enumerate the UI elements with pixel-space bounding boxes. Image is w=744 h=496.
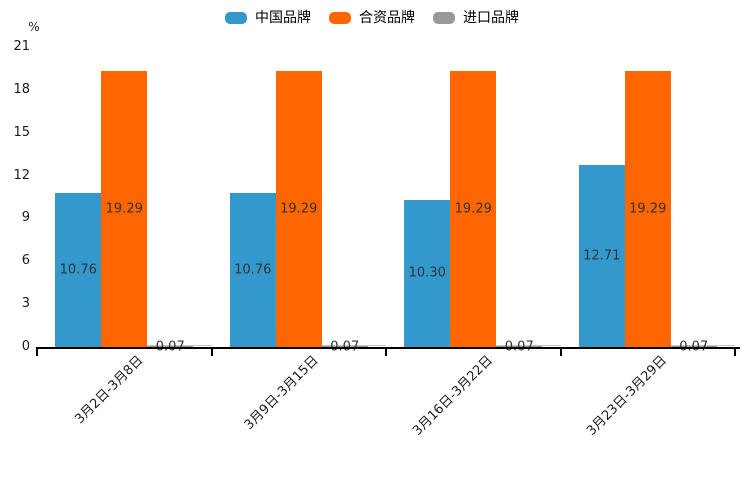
legend-item-2[interactable]: 进口品牌: [433, 11, 519, 25]
x-axis-line: [36, 347, 740, 349]
y-tick-label: 6: [21, 253, 30, 269]
legend-item-0[interactable]: 中国品牌: [225, 11, 311, 25]
bar-进口品牌-1: [321, 346, 368, 347]
x-axis-tick-mark: [36, 347, 38, 356]
x-tick-label: 3月2日-3月8日: [72, 353, 147, 428]
y-tick-label: 15: [13, 124, 30, 140]
bar-value-label: 10.76: [59, 262, 97, 278]
y-tick-label: 12: [13, 167, 30, 183]
y-tick-label: 21: [13, 39, 30, 54]
legend-swatch-icon: [329, 12, 351, 24]
bar-中国品牌-1: [229, 193, 276, 347]
bar-value-label: 0.07: [505, 339, 534, 354]
legend-label: 中国品牌: [255, 10, 311, 26]
bar-进口品牌-0: [147, 346, 194, 347]
bar-中国品牌-3: [578, 165, 625, 347]
tiny-bar-line: [670, 344, 735, 346]
bar-合资品牌-1: [275, 71, 322, 347]
bar-value-label: 19.29: [280, 201, 318, 217]
legend-item-1[interactable]: 合资品牌: [329, 11, 415, 25]
y-tick-label: 9: [21, 210, 30, 226]
tiny-bar-line: [147, 344, 212, 346]
x-tick-label: 3月16日-3月22日: [410, 353, 496, 439]
legend-label: 合资品牌: [359, 10, 415, 26]
bar-value-label: 10.76: [234, 262, 272, 278]
bar-进口品牌-2: [496, 346, 543, 347]
bar-合资品牌-3: [624, 71, 671, 347]
legend-label: 进口品牌: [463, 10, 519, 26]
legend-swatch-icon: [225, 12, 247, 24]
bar-进口品牌-3: [670, 346, 717, 347]
y-tick-label: 3: [21, 296, 30, 312]
y-tick-label: 0: [21, 339, 30, 354]
y-tick-label: 18: [13, 81, 30, 97]
bar-value-label: 0.07: [679, 339, 708, 354]
x-axis-tick-mark: [210, 347, 213, 356]
x-axis-tick-mark: [734, 347, 736, 356]
tiny-bar-line: [321, 344, 386, 346]
bar-value-label: 0.07: [330, 339, 359, 354]
y-axis-unit-label: %: [28, 20, 40, 34]
bar-value-label: 12.71: [583, 248, 621, 264]
bar-value-label: 19.29: [454, 201, 492, 217]
bar-value-label: 10.30: [408, 265, 446, 281]
legend-swatch-icon: [433, 12, 455, 24]
bar-中国品牌-0: [55, 193, 102, 347]
x-tick-label: 3月9日-3月15日: [241, 353, 322, 433]
bar-合资品牌-2: [450, 71, 497, 347]
bar-value-label: 19.29: [105, 201, 143, 217]
bar-中国品牌-2: [404, 199, 451, 347]
x-axis-tick-mark: [385, 347, 387, 356]
bar-value-label: 0.07: [156, 339, 185, 354]
x-tick-label: 3月23日-3月29日: [584, 353, 671, 439]
legend: 中国品牌 合资品牌 进口品牌: [0, 8, 744, 28]
bar-value-label: 19.29: [629, 201, 667, 217]
x-axis-tick-mark: [559, 347, 562, 356]
tiny-bar-line: [496, 344, 561, 346]
bar-合资品牌-0: [101, 71, 148, 347]
